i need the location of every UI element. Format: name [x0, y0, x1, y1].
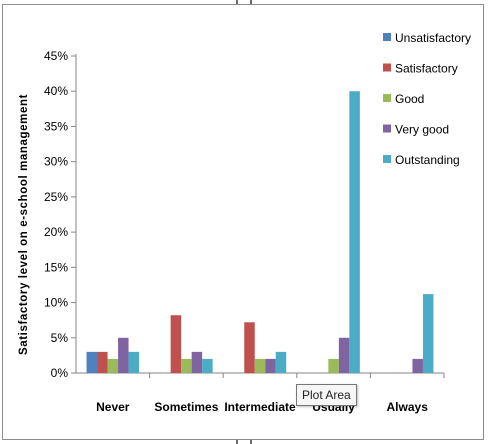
legend-swatch	[383, 94, 391, 102]
y-tick-label: 45%	[44, 49, 68, 63]
legend-label: Good	[395, 92, 424, 106]
bar-very-good	[265, 358, 276, 373]
y-tick-label: 15%	[44, 260, 68, 274]
bar-good	[328, 358, 339, 373]
x-tick-label: Never	[96, 400, 130, 414]
y-tick-label: 0%	[51, 366, 69, 380]
legend-label: Satisfactory	[395, 62, 458, 76]
legend-label: Unsatisfactory	[395, 31, 471, 45]
bar-very-good	[191, 351, 203, 373]
y-tick-label: 25%	[44, 190, 68, 204]
bar-satisfactory	[170, 315, 182, 373]
y-tick-label: 40%	[44, 84, 68, 98]
bar-very-good	[338, 337, 350, 373]
bar-very-good	[412, 358, 423, 373]
plot-area-tooltip: Plot Area	[296, 384, 357, 406]
legend-swatch	[383, 124, 391, 133]
bar-very-good	[118, 337, 129, 373]
x-tick-label: Always	[387, 400, 429, 414]
bar-unsatisfactory	[86, 351, 98, 373]
bar-satisfactory	[244, 322, 255, 373]
y-tick-label: 35%	[44, 119, 68, 133]
y-tick-label: 10%	[44, 296, 68, 310]
legend-swatch	[383, 155, 391, 163]
y-tick-label: 5%	[51, 331, 69, 345]
chart-area[interactable]	[2, 4, 484, 440]
bottom-resize-handle[interactable]	[236, 440, 252, 444]
x-tick-label: Intermediate	[224, 400, 296, 414]
bar-outstanding	[202, 358, 213, 373]
bar-outstanding	[128, 351, 140, 373]
top-resize-handle[interactable]	[236, 0, 252, 4]
legend-swatch	[383, 33, 391, 41]
y-tick-label: 30%	[44, 155, 68, 169]
x-tick-label: Sometimes	[154, 400, 218, 414]
legend-label: Outstanding	[395, 153, 460, 167]
y-tick-label: 20%	[44, 225, 68, 239]
bar-satisfactory	[97, 351, 108, 373]
legend-swatch	[383, 63, 391, 72]
bar-outstanding	[422, 294, 434, 373]
bar-outstanding	[275, 351, 287, 373]
bar-good	[254, 358, 266, 373]
legend-label: Very good	[395, 123, 449, 137]
bar-outstanding	[349, 91, 360, 373]
bar-good	[181, 358, 192, 373]
y-axis-title: Satisfactory level on e-school managemen…	[18, 94, 30, 355]
bar-good	[107, 358, 119, 373]
